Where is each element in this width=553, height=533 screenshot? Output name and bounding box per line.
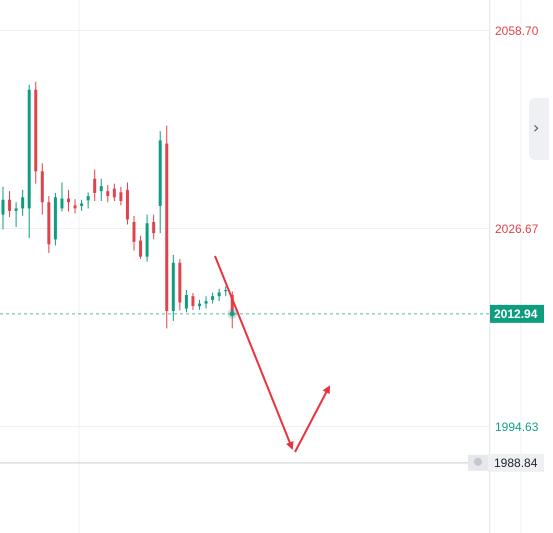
expand-panel-button[interactable]: › (529, 98, 549, 160)
candle-body (211, 296, 215, 300)
candle (145, 214, 149, 262)
candle-body (171, 262, 175, 312)
candle-body (119, 192, 123, 201)
candle (1, 186, 5, 230)
candle (47, 196, 51, 253)
candle (93, 169, 97, 201)
crosshair-price-badge[interactable]: 1988.84 (468, 453, 544, 472)
candle-body (139, 240, 143, 257)
candle-body (152, 222, 156, 234)
candle (132, 215, 136, 251)
bell-icon[interactable] (474, 457, 482, 466)
candle-body (125, 189, 129, 220)
candle (53, 192, 57, 246)
candle-body (93, 178, 97, 193)
candle-body (40, 171, 44, 203)
candle-body (198, 303, 201, 307)
overlay-layer (0, 255, 489, 464)
price-tick-label: 1994.63 (495, 420, 539, 434)
candle (119, 186, 123, 206)
candle (211, 292, 215, 304)
candle-body (73, 205, 77, 209)
candle (80, 199, 84, 211)
candle-body (99, 186, 103, 192)
candle-body (158, 140, 162, 206)
candle-body (21, 197, 25, 209)
candle (67, 189, 70, 212)
candle-body (224, 290, 228, 292)
candle-body (86, 196, 90, 201)
candle-body (145, 223, 149, 257)
candle-body (191, 296, 195, 307)
candle (204, 296, 208, 309)
candle-body (165, 143, 169, 312)
candle-body (204, 301, 208, 304)
candle-body (184, 294, 188, 309)
candle-body (178, 262, 182, 303)
crosshair-price-bg (488, 453, 544, 472)
candle (60, 182, 64, 212)
candle-body (106, 191, 110, 197)
price-tick-label: 2058.70 (495, 24, 539, 38)
candle-body (217, 292, 221, 297)
candle (165, 125, 169, 329)
candle (171, 254, 175, 321)
candle-body (8, 199, 12, 211)
chevron-right-icon: › (533, 118, 540, 137)
current-price-badge-bg (490, 304, 544, 323)
grid (0, 0, 522, 533)
candle (184, 290, 188, 313)
price-tick-label: 2026.67 (495, 222, 539, 236)
candle (21, 189, 25, 216)
candle (178, 259, 182, 311)
candle-body (230, 294, 234, 314)
candle (224, 286, 228, 297)
price-axis: 2058.70 2026.67 1994.63 2012.94 1988.84 (468, 0, 544, 533)
candle-body (53, 197, 57, 240)
candle-body (27, 89, 31, 209)
candle (34, 81, 38, 184)
current-price-text: 2012.94 (494, 307, 538, 321)
candle (99, 178, 103, 201)
candle (158, 131, 162, 234)
candle (27, 84, 31, 239)
candle-body (14, 208, 18, 211)
up-arrow-drawing[interactable] (294, 385, 330, 453)
candles-layer (1, 81, 234, 329)
candle (14, 202, 18, 227)
candle (125, 182, 129, 225)
down-arrow-drawing[interactable] (214, 255, 294, 450)
candle-body (60, 198, 64, 209)
last-price-dot (229, 311, 235, 317)
candle (139, 235, 143, 260)
candle (198, 299, 201, 310)
crosshair-price-text: 1988.84 (494, 456, 538, 470)
current-price-badge: 2012.94 (490, 304, 544, 323)
candle (106, 184, 110, 203)
candle (112, 183, 116, 201)
candle-body (47, 202, 51, 245)
candle-body (1, 199, 5, 215)
candle-body (34, 89, 38, 172)
candle-body (67, 198, 70, 203)
candle-body (112, 188, 116, 198)
candle-body (80, 203, 84, 206)
candle (73, 199, 77, 214)
candle (86, 192, 90, 209)
candle (40, 163, 44, 215)
candle (217, 288, 221, 302)
candle (152, 214, 156, 240)
candle (8, 191, 12, 218)
candle-body (132, 222, 136, 242)
candle (191, 293, 195, 310)
